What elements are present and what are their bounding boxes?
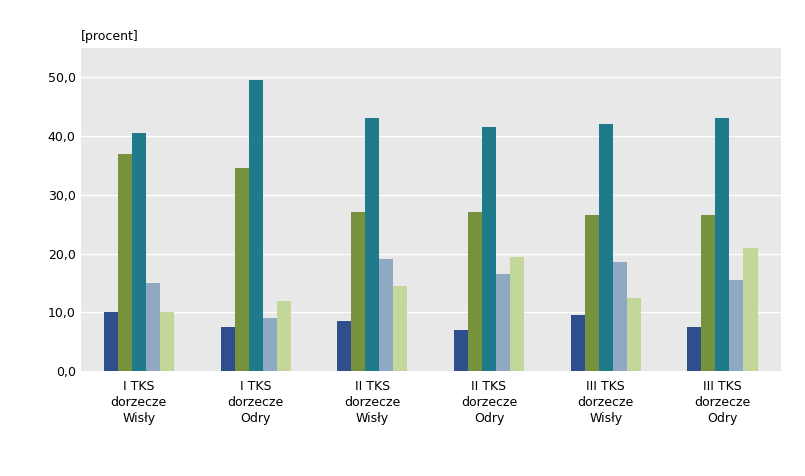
Bar bbox=[234, 168, 249, 371]
Bar bbox=[104, 312, 118, 371]
Bar bbox=[510, 257, 524, 371]
Bar bbox=[599, 124, 613, 371]
Bar bbox=[584, 215, 599, 371]
Bar bbox=[249, 80, 262, 371]
Bar bbox=[496, 274, 510, 371]
Bar bbox=[687, 327, 701, 371]
Bar bbox=[394, 286, 407, 371]
Bar bbox=[729, 280, 744, 371]
Bar bbox=[571, 316, 584, 371]
Bar bbox=[160, 312, 174, 371]
Text: [procent]: [procent] bbox=[80, 30, 138, 43]
Bar bbox=[744, 248, 758, 371]
Bar bbox=[454, 330, 468, 371]
Bar bbox=[351, 212, 365, 371]
Bar bbox=[365, 118, 379, 371]
Bar bbox=[627, 298, 641, 371]
Bar bbox=[468, 212, 482, 371]
Bar bbox=[701, 215, 716, 371]
Bar bbox=[146, 283, 160, 371]
Bar bbox=[337, 321, 351, 371]
Bar bbox=[132, 133, 146, 371]
Bar bbox=[221, 327, 234, 371]
Bar bbox=[262, 318, 277, 371]
Bar bbox=[379, 259, 394, 371]
Bar bbox=[277, 301, 291, 371]
Bar bbox=[482, 127, 496, 371]
Bar bbox=[716, 118, 729, 371]
Bar bbox=[118, 154, 132, 371]
Bar bbox=[613, 262, 627, 371]
